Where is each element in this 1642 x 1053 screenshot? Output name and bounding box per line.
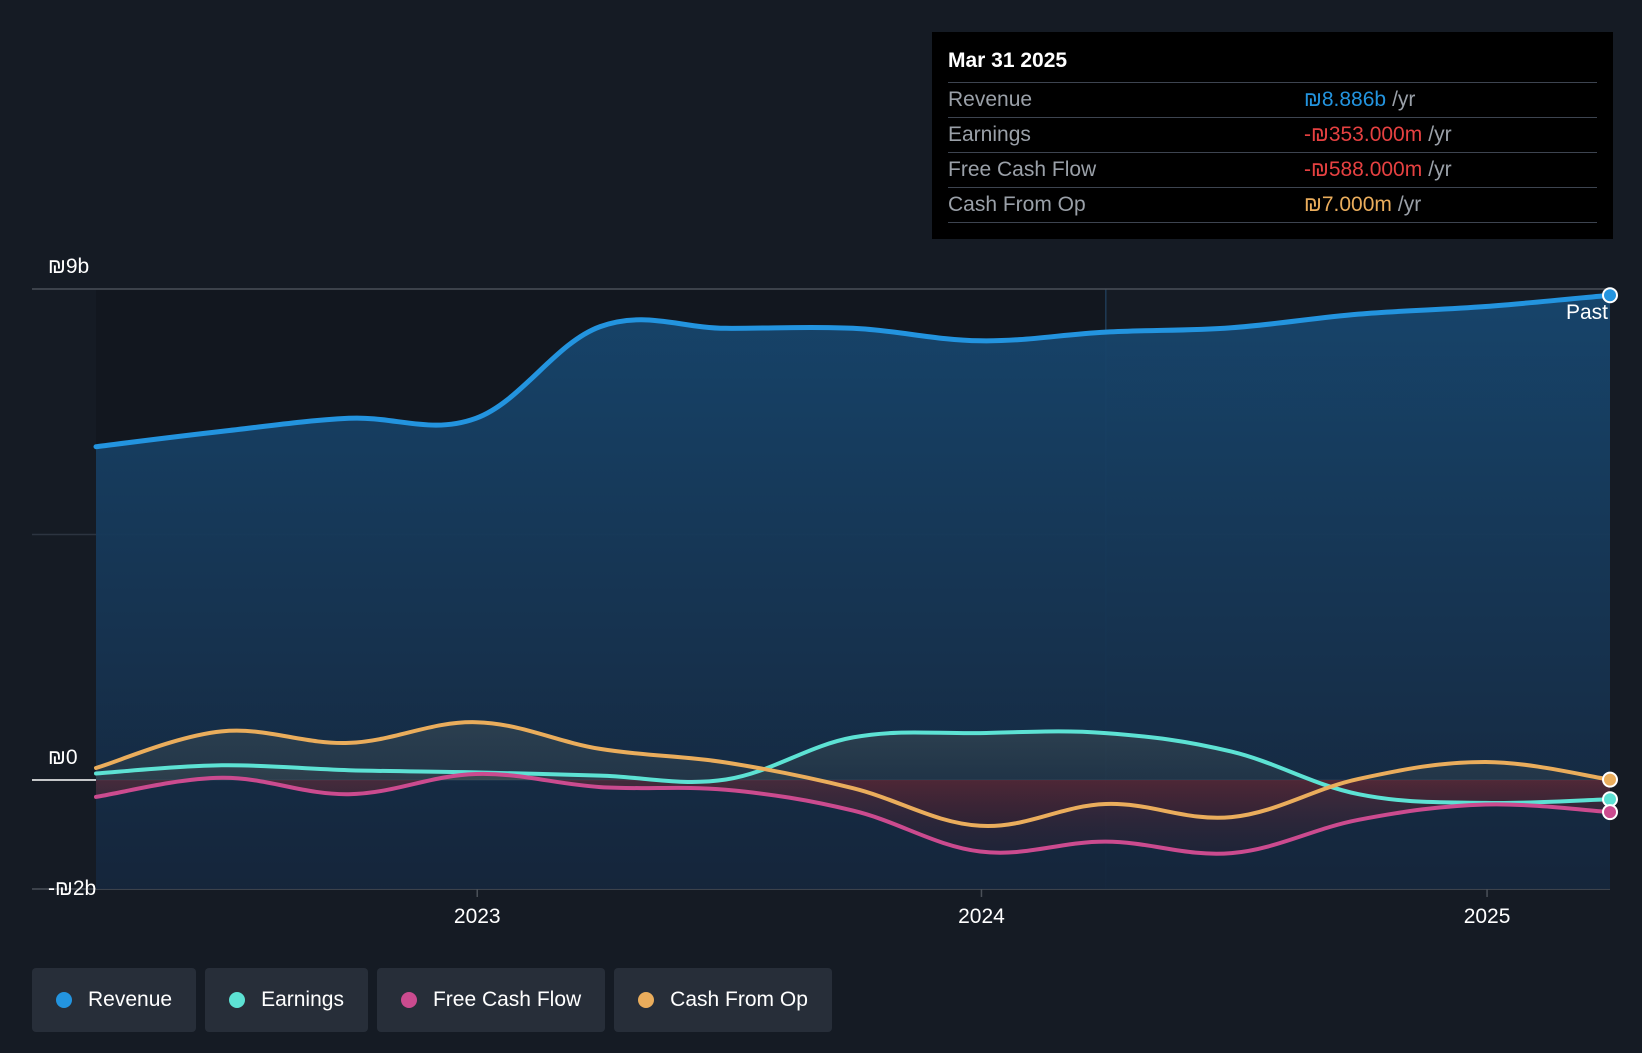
- legend-item-cash-from-op[interactable]: Cash From Op: [614, 968, 832, 1032]
- earnings-line: [94, 729, 1612, 806]
- legend-dot-icon: [638, 992, 655, 1008]
- cash-from-op-area-negative: [96, 780, 1610, 827]
- earnings-area-positive: [96, 731, 1610, 780]
- legend-label: Cash From Op: [670, 988, 808, 1011]
- tooltip-value: -₪588.000m: [1304, 158, 1423, 181]
- legend-item-revenue[interactable]: Revenue: [32, 968, 197, 1032]
- chart-legend: Revenue Earnings Free Cash Flow Cash Fro…: [32, 968, 832, 1032]
- y-tick-label: ₪0: [48, 746, 78, 769]
- tooltip-row-earnings: Earnings -₪353.000m /yr: [948, 118, 1597, 153]
- free-cash-flow-line: [94, 771, 1612, 856]
- tooltip-label: Cash From Op: [948, 193, 1086, 216]
- legend-item-earnings[interactable]: Earnings: [205, 968, 368, 1032]
- tooltip-label: Earnings: [948, 123, 1031, 146]
- tooltip-value: -₪353.000m: [1304, 123, 1423, 146]
- x-tick-label: 2024: [958, 905, 1005, 928]
- tooltip-unit: /yr: [1428, 123, 1452, 146]
- tooltip-value: ₪7.000m: [1304, 193, 1392, 216]
- legend-dot-icon: [229, 992, 246, 1008]
- series-end-points: [1602, 287, 1618, 821]
- x-tick-label: 2023: [454, 905, 501, 928]
- tooltip-unit: /yr: [1392, 88, 1416, 111]
- tooltip-unit: /yr: [1428, 158, 1452, 181]
- tooltip-label: Free Cash Flow: [948, 158, 1097, 181]
- legend-dot-icon: [400, 992, 417, 1008]
- tooltip-row-revenue: Revenue ₪8.886b /yr: [948, 83, 1597, 118]
- y-tick-label: -₪2b: [48, 877, 96, 900]
- cash-from-op-line: [94, 720, 1612, 829]
- revenue-end-point: [1602, 287, 1618, 304]
- cash-from-op-end-point: [1602, 771, 1618, 788]
- revenue-line: [93, 292, 1613, 450]
- series-lines: [93, 292, 1613, 856]
- tooltip-row-free-cash-flow: Free Cash Flow -₪588.000m /yr: [948, 153, 1597, 188]
- legend-dot-icon: [56, 992, 72, 1008]
- free-cash-flow-end-point: [1602, 804, 1618, 821]
- cash-from-op-area-positive: [96, 722, 1610, 780]
- legend-label: Earnings: [261, 988, 344, 1011]
- y-tick-label: ₪9b: [48, 255, 89, 278]
- tooltip-unit: /yr: [1397, 193, 1422, 216]
- x-tick-label: 2025: [1464, 905, 1511, 928]
- axis-labels: ₪9b ₪0 -₪2b 2023 2024 2025 Past: [48, 255, 1608, 928]
- legend-item-free-cash-flow[interactable]: Free Cash Flow: [376, 968, 606, 1032]
- data-tooltip: Mar 31 2025 Revenue ₪8.886b /yr Earnings…: [932, 32, 1613, 239]
- legend-label: Revenue: [88, 988, 173, 1011]
- legend-label: Free Cash Flow: [432, 988, 582, 1011]
- tooltip-date: Mar 31 2025: [948, 46, 1597, 83]
- tooltip-row-cash-from-op: Cash From Op ₪7.000m /yr: [948, 188, 1597, 223]
- tooltip-value: ₪8.886b: [1304, 88, 1387, 111]
- tooltip-label: Revenue: [948, 88, 1033, 111]
- past-label: Past: [1566, 301, 1608, 324]
